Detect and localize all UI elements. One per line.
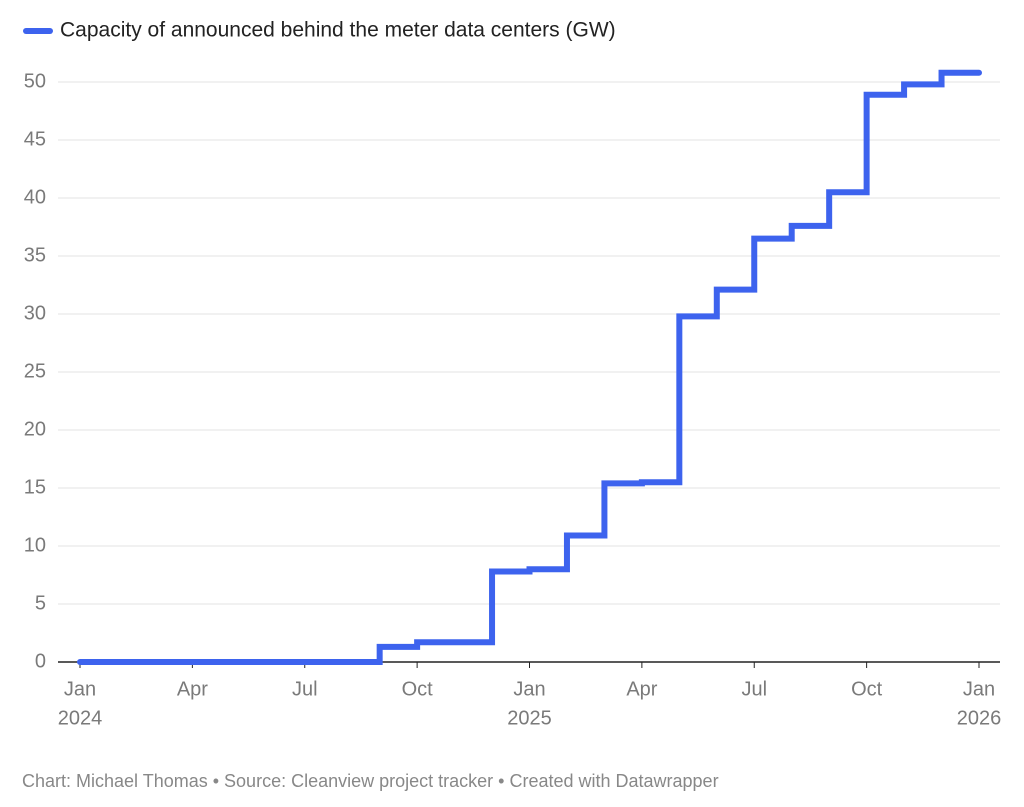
x-tick-label: Jul <box>292 678 318 700</box>
y-tick-label: 25 <box>24 360 46 382</box>
y-tick-label: 20 <box>24 418 46 440</box>
x-tick-label: 2026 <box>957 707 1002 729</box>
y-tick-label: 50 <box>24 70 46 92</box>
y-tick-label: 45 <box>24 128 46 150</box>
x-tick-label: 2025 <box>507 707 552 729</box>
x-tick-label: Jul <box>741 678 767 700</box>
y-tick-label: 15 <box>24 476 46 498</box>
footer: Chart: Michael Thomas • Source: Cleanvie… <box>22 771 719 791</box>
y-tick-label: 35 <box>24 244 46 266</box>
x-tick-label: Jan <box>64 678 96 700</box>
x-tick-label: Jan <box>963 678 995 700</box>
x-tick-label: 2024 <box>58 707 103 729</box>
y-tick-label: 5 <box>35 592 46 614</box>
x-tick-label: Apr <box>626 678 657 700</box>
x-tick-label: Oct <box>851 678 883 700</box>
step-line <box>77 69 982 665</box>
legend-label: Capacity of announced behind the meter d… <box>60 19 616 42</box>
y-tick-label: 0 <box>35 650 46 672</box>
y-tick-label: 40 <box>24 186 46 208</box>
x-tick-label: Apr <box>177 678 208 700</box>
x-tick-label: Jan <box>513 678 545 700</box>
x-tick-label: Oct <box>402 678 434 700</box>
y-tick-label: 10 <box>24 534 46 556</box>
y-tick-label: 30 <box>24 302 46 324</box>
